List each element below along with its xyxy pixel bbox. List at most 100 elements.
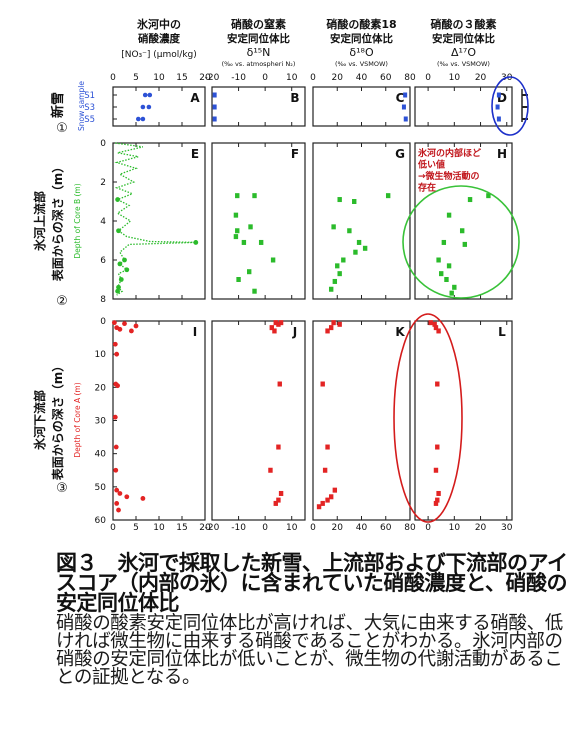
snow-axis-label: Snow sample — [77, 81, 86, 131]
column-title-2: 硝酸の窒素 — [231, 17, 286, 31]
data-point — [347, 228, 352, 234]
x-tick-label: 80 — [404, 523, 416, 533]
y-tick-label: 6 — [100, 256, 106, 266]
panel-frame — [112, 320, 206, 521]
x-tick-label: -10 — [231, 523, 246, 533]
panel-frame — [112, 142, 206, 300]
data-point — [268, 467, 273, 473]
y-tick-label: 40 — [95, 450, 107, 460]
y-tick-label: 50 — [95, 483, 107, 493]
data-point — [433, 500, 439, 506]
data-point — [276, 497, 281, 503]
column-unit-3: (‰ vs. VSMOW) — [335, 60, 388, 68]
x-tick-label: 60 — [380, 523, 392, 533]
data-point — [322, 467, 328, 473]
data-point — [133, 323, 139, 329]
panel-letter-F: F — [291, 147, 299, 161]
data-point — [276, 444, 281, 450]
x-tick-label: 10 — [449, 73, 461, 83]
y-tick-label: 0 — [100, 139, 106, 149]
column-subtitle-4: 安定同位体比 — [432, 32, 495, 45]
snow-point — [146, 104, 152, 110]
column-unit-4: (‰ vs. VSMOW) — [437, 60, 490, 68]
column-unit-2: (‰ vs. atmospheri N₂) — [222, 60, 296, 68]
data-point — [436, 328, 441, 334]
data-point — [432, 321, 437, 327]
data-point — [116, 284, 121, 290]
annotation-text-4: 存在 — [418, 182, 436, 194]
data-point — [258, 239, 264, 245]
panel-frame — [414, 142, 513, 300]
x-tick-label: 0 — [425, 523, 431, 533]
data-point — [436, 490, 441, 496]
snow-point — [212, 92, 217, 98]
data-point — [124, 267, 130, 273]
data-point — [441, 239, 447, 245]
x-tick-label: -20 — [205, 523, 220, 533]
x-tick-label: 10 — [449, 523, 461, 533]
x-tick-label: 20 — [332, 73, 344, 83]
column-subtitle-3: 安定同位体比 — [330, 32, 393, 45]
data-point — [449, 290, 454, 296]
panel-frame — [211, 142, 306, 300]
data-point — [328, 494, 334, 500]
row-number-1: ① — [56, 121, 68, 136]
data-point — [115, 197, 120, 202]
x-tick-label: 10 — [153, 73, 165, 83]
panel-letter-J: J — [292, 325, 297, 339]
data-point — [356, 239, 362, 245]
data-point — [252, 288, 257, 294]
column-title-3: 硝酸の酸素18 — [326, 17, 396, 31]
panel-letter-B: B — [290, 91, 299, 105]
snow-category-S1: S1 — [84, 91, 95, 101]
data-point — [325, 497, 330, 503]
panel-frame — [211, 86, 306, 127]
x-tick-label: -20 — [205, 73, 220, 83]
data-point — [241, 239, 247, 245]
data-point — [452, 284, 457, 290]
data-point — [277, 381, 282, 387]
column-title-1: 氷河中の — [137, 17, 181, 31]
data-point — [433, 467, 439, 473]
snow-point — [140, 104, 146, 110]
data-point — [332, 278, 338, 284]
data-point — [116, 228, 121, 234]
data-point — [385, 193, 391, 199]
data-point — [112, 341, 118, 347]
data-point — [436, 257, 441, 263]
x-tick-label: 40 — [356, 73, 368, 83]
data-point — [114, 351, 120, 357]
data-point — [118, 277, 124, 282]
x-tick-label: 10 — [153, 523, 165, 533]
x-tick-label: 15 — [176, 523, 187, 533]
data-point — [278, 490, 284, 496]
data-point — [117, 326, 123, 332]
data-point — [325, 444, 330, 450]
data-point — [273, 500, 278, 506]
panel-letter-L: L — [498, 325, 506, 339]
snow-point — [496, 92, 501, 98]
row-label-coreB-2: 表面からの深さ（m） — [50, 161, 65, 283]
column-subtitle-2: 安定同位体比 — [227, 32, 290, 45]
y-tick-label: 60 — [95, 516, 107, 526]
data-point — [278, 320, 284, 326]
panel-letter-H: H — [497, 147, 507, 161]
panel-letter-K: K — [395, 325, 405, 339]
data-point — [352, 199, 357, 204]
caption-body: 硝酸の酸素安定同位体比が高ければ、大気に由来する硝酸、低ければ微生物に由来する硝… — [56, 613, 563, 688]
data-point — [328, 325, 334, 331]
data-point — [113, 444, 119, 450]
x-tick-label: 0 — [425, 73, 431, 83]
data-point — [252, 193, 257, 199]
panel-frame — [211, 320, 306, 521]
concentration-profile-line — [114, 142, 196, 296]
x-tick-label: 20 — [332, 523, 344, 533]
data-point — [140, 496, 146, 501]
data-point — [115, 383, 120, 389]
column-title-4: 硝酸の３酸素 — [431, 17, 497, 31]
data-point — [462, 241, 468, 247]
snow-category-S3: S3 — [84, 103, 95, 113]
data-point — [111, 320, 117, 326]
data-point — [247, 269, 252, 275]
data-point — [316, 504, 322, 510]
